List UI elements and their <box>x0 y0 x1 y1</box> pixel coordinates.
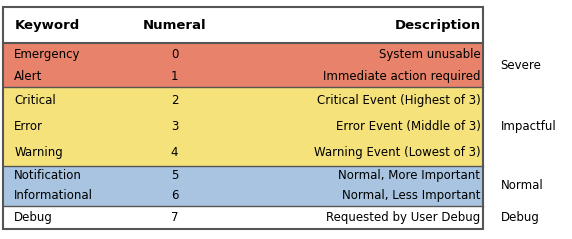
Text: Debug: Debug <box>500 211 539 224</box>
Text: Critical Event (Highest of 3): Critical Event (Highest of 3) <box>317 94 480 107</box>
Text: Normal, More Important: Normal, More Important <box>339 169 480 182</box>
Bar <box>3 7 483 229</box>
Text: 5: 5 <box>171 169 178 182</box>
Bar <box>3 206 483 229</box>
Bar <box>3 87 483 166</box>
Text: Emergency: Emergency <box>14 48 81 60</box>
Text: Notification: Notification <box>14 169 82 182</box>
Text: 7: 7 <box>170 211 178 224</box>
Text: Debug: Debug <box>14 211 53 224</box>
Text: Error: Error <box>14 120 43 133</box>
Text: Informational: Informational <box>14 189 93 202</box>
Text: Requested by User Debug: Requested by User Debug <box>326 211 480 224</box>
Text: 4: 4 <box>170 147 178 159</box>
Text: Warning Event (Lowest of 3): Warning Event (Lowest of 3) <box>314 147 480 159</box>
Text: Normal: Normal <box>500 179 543 192</box>
Text: 0: 0 <box>171 48 178 60</box>
Text: 3: 3 <box>171 120 178 133</box>
Text: Description: Description <box>394 19 480 32</box>
Text: Numeral: Numeral <box>142 19 206 32</box>
Text: Impactful: Impactful <box>500 120 556 133</box>
Text: System unusable: System unusable <box>379 48 480 60</box>
Text: Critical: Critical <box>14 94 56 107</box>
Text: Immediate action required: Immediate action required <box>323 70 480 83</box>
Text: 6: 6 <box>170 189 178 202</box>
Text: Alert: Alert <box>14 70 43 83</box>
Text: 1: 1 <box>170 70 178 83</box>
Text: 2: 2 <box>170 94 178 107</box>
Text: Keyword: Keyword <box>14 19 80 32</box>
Text: Normal, Less Important: Normal, Less Important <box>342 189 480 202</box>
Text: Warning: Warning <box>14 147 63 159</box>
Bar <box>3 43 483 87</box>
Bar <box>3 166 483 206</box>
Text: Error Event (Middle of 3): Error Event (Middle of 3) <box>336 120 480 133</box>
Bar <box>3 7 483 43</box>
Text: Severe: Severe <box>500 59 541 72</box>
